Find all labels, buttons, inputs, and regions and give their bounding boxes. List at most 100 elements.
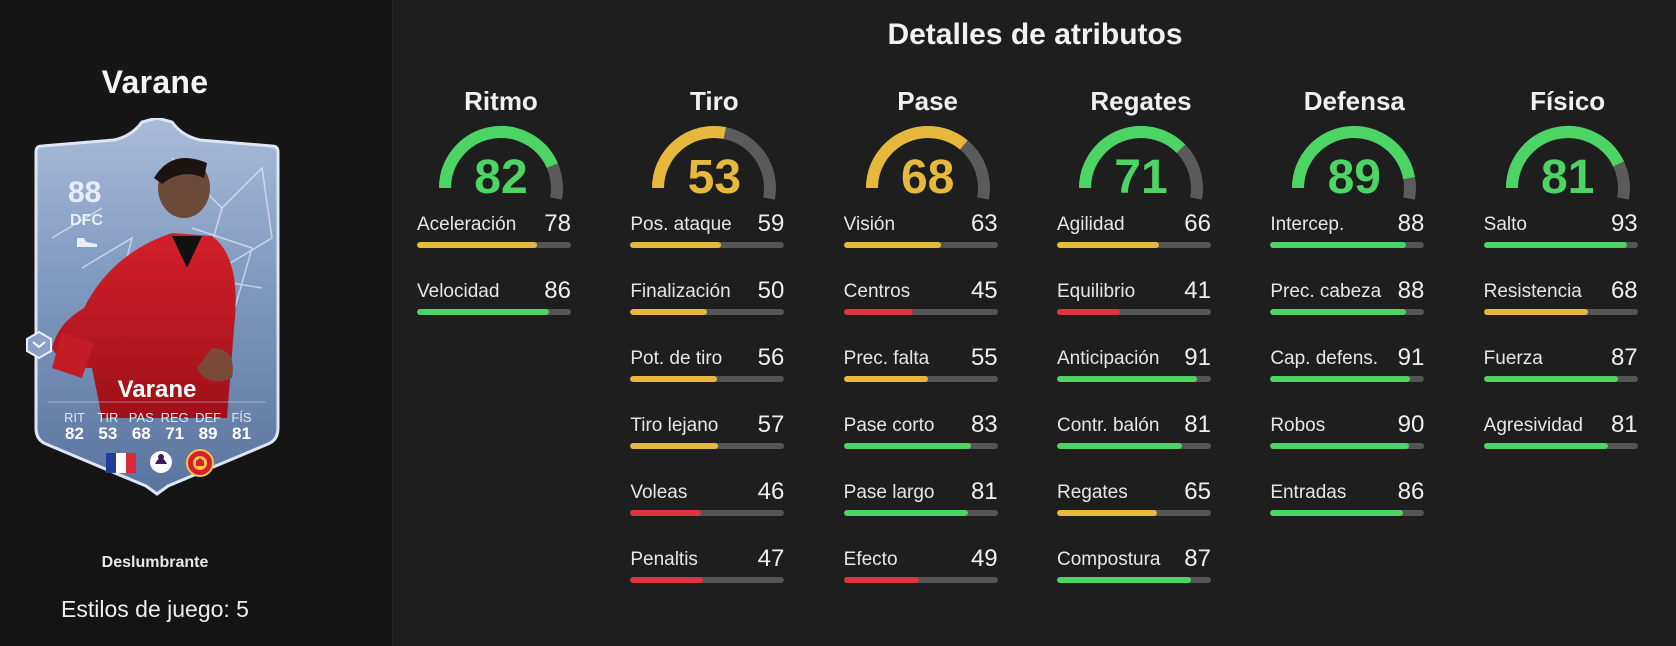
gauge-fill [652, 126, 727, 189]
category-name: Físico [1530, 86, 1606, 116]
attribute-name: Entradas [1270, 482, 1347, 503]
attribute-row[interactable]: Aceleración 78 [417, 210, 573, 281]
attribute-bar-fill [843, 309, 913, 315]
card-player-name: Varane [117, 376, 197, 403]
attributes-panel: Detalles de atributos Ritmo 82 Aceleración… [394, 0, 1676, 646]
attribute-bar-fill [1056, 577, 1191, 583]
attribute-row[interactable]: Penaltis 47 [630, 545, 786, 616]
category-defensa: Defensa 89 Intercep. 88 Prec. cabeza 88 Cap. d… [1261, 86, 1474, 616]
category-name: Defensa [1303, 86, 1405, 116]
attribute-row[interactable]: Robos 90 [1270, 411, 1426, 482]
attribute-row[interactable]: Salto 93 [1483, 210, 1640, 281]
attribute-row[interactable]: Velocidad 86 [417, 277, 573, 348]
attribute-bar-fill [417, 309, 550, 315]
attribute-row[interactable]: Cap. defens. 91 [1270, 344, 1426, 415]
attribute-list: Visión 63 Centros 45 Prec. falta 55 Pase corto… [835, 210, 1048, 616]
playstyles-count[interactable]: Estilos de juego: 5 [61, 596, 249, 622]
category-ritmo: Ritmo 82 Aceleración 78 Velocidad 86 [408, 86, 621, 616]
france-flag-icon [106, 453, 136, 473]
attribute-row[interactable]: Visión 63 [843, 210, 1000, 281]
attribute-row[interactable]: Entradas 86 [1270, 478, 1426, 549]
card-stat-value: 81 [231, 424, 251, 443]
evolution-badge-icon [26, 330, 52, 360]
attribute-bar [1056, 242, 1211, 248]
attribute-bar-fill [1483, 443, 1609, 449]
attribute-row[interactable]: Prec. falta 55 [843, 344, 1000, 415]
attribute-bar-fill [1270, 242, 1406, 248]
attribute-bar-fill [1056, 376, 1198, 382]
attribute-row[interactable]: Compostura 87 [1056, 545, 1213, 616]
attribute-row[interactable]: Agilidad 66 [1056, 210, 1213, 281]
attribute-name: Regates [1056, 482, 1128, 503]
attribute-bar [1483, 242, 1638, 248]
attribute-name: Finalización [630, 281, 731, 302]
card-type-label: Deslumbrante [101, 554, 209, 571]
player-card[interactable]: 88 DFC Varane RIT TIR PAS REG DEF FÍS 82… [22, 118, 292, 498]
attribute-bar-fill [843, 376, 929, 382]
attribute-row[interactable]: Finalización 50 [630, 277, 786, 348]
attribute-value: 81 [1184, 411, 1211, 438]
attribute-value: 55 [970, 344, 998, 371]
attribute-name: Equilibrio [1056, 281, 1136, 302]
attribute-row[interactable]: Agresividad 81 [1483, 411, 1640, 482]
card-stat-label: FÍS [231, 410, 252, 425]
card-stat-values: 82 53 68 71 89 81 [58, 424, 258, 444]
attribute-name: Aceleración [417, 214, 517, 235]
attribute-row[interactable]: Resistencia 68 [1483, 277, 1640, 348]
gauge-fill [865, 126, 968, 189]
attribute-bar-fill [1483, 376, 1618, 382]
attribute-row[interactable]: Intercep. 88 [1270, 210, 1426, 281]
attribute-value: 50 [757, 277, 785, 304]
attribute-value: 87 [1184, 545, 1211, 572]
boot-icon [77, 238, 97, 247]
attribute-bar-fill [843, 242, 941, 248]
attribute-value: 88 [1397, 210, 1425, 237]
attribute-row[interactable]: Anticipación 91 [1056, 344, 1213, 415]
attribute-row[interactable]: Pot. de tiro 56 [630, 344, 786, 415]
attribute-bar [1270, 443, 1425, 449]
attribute-bar [1483, 376, 1638, 382]
attribute-name: Intercep. [1270, 214, 1345, 235]
attribute-row[interactable]: Equilibrio 41 [1056, 277, 1213, 348]
attribute-row[interactable]: Regates 65 [1056, 478, 1213, 549]
category-value: 53 [687, 151, 742, 204]
attribute-bar-fill [630, 443, 719, 449]
attribute-value: 91 [1184, 344, 1211, 371]
attribute-value: 93 [1610, 210, 1638, 237]
attribute-name: Pot. de tiro [630, 348, 723, 369]
attribute-value: 56 [757, 344, 785, 371]
attribute-name: Prec. falta [843, 348, 930, 369]
attribute-value: 88 [1397, 277, 1425, 304]
attribute-bar [630, 309, 785, 315]
attribute-bar [843, 577, 998, 583]
attribute-row[interactable]: Voleas 46 [630, 478, 786, 549]
player-name-title: Varane [101, 64, 209, 100]
category-tiro: Tiro 53 Pos. ataque 59 Finalización 50 Pot. de… [621, 86, 834, 616]
attribute-row[interactable]: Contr. balón 81 [1056, 411, 1213, 482]
attribute-row[interactable]: Pase largo 81 [843, 478, 1000, 549]
attribute-name: Resistencia [1483, 281, 1582, 302]
attribute-row[interactable]: Prec. cabeza 88 [1270, 277, 1426, 348]
attribute-row[interactable]: Fuerza 87 [1483, 344, 1640, 415]
attribute-bar-fill [1483, 242, 1627, 248]
gauge-arc [1292, 126, 1417, 200]
attribute-value: 86 [544, 277, 571, 304]
attribute-bar-fill [1056, 510, 1158, 516]
attribute-value: 87 [1610, 344, 1638, 371]
attribute-row[interactable]: Efecto 49 [843, 545, 1000, 616]
attribute-name: Agresividad [1483, 415, 1583, 436]
attribute-row[interactable]: Tiro lejano 57 [630, 411, 786, 482]
attribute-bar [1056, 376, 1211, 382]
attribute-list: Agilidad 66 Equilibrio 41 Anticipación 91 Cont… [1048, 210, 1261, 616]
card-stat-value: 71 [165, 424, 185, 443]
attribute-bar [1270, 510, 1425, 516]
attribute-row[interactable]: Pos. ataque 59 [630, 210, 786, 281]
attribute-bar [630, 510, 785, 516]
attribute-bar [843, 376, 998, 382]
attribute-row[interactable]: Centros 45 [843, 277, 1000, 348]
attribute-value: 81 [1610, 411, 1638, 438]
category-name: Tiro [690, 86, 739, 116]
attribute-name: Efecto [843, 549, 898, 570]
attribute-row[interactable]: Pase corto 83 [843, 411, 1000, 482]
